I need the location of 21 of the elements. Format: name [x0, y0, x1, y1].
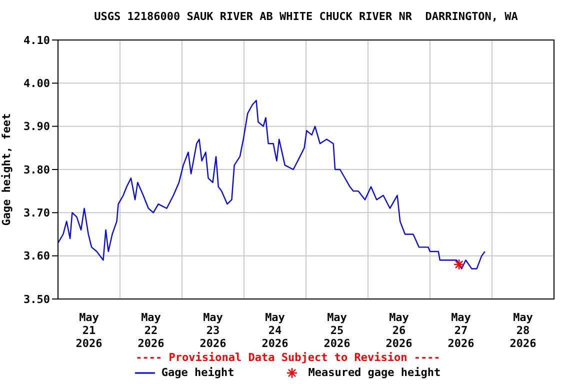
y-tick-label: 3.90 [24, 120, 50, 134]
y-tick-label: 4.00 [24, 77, 50, 90]
x-tick-label: May 24 2026 [262, 311, 289, 350]
y-axis-title: Gage height, feet [0, 113, 13, 226]
chart-title: USGS 12186000 SAUK RIVER AB WHITE CHUCK RIVER NR DARRINGTON, WA [93, 10, 519, 23]
text: ---- Provisional Data Subject to Revision ---- [134, 351, 442, 364]
x-tick-label: May 26 2026 [386, 311, 413, 350]
y-tick-label: 4.10 [24, 34, 50, 47]
y-tick-label: 3.80 [24, 163, 50, 176]
x-tick-label: May 27 2026 [448, 311, 475, 350]
x-tick-label: May 25 2026 [324, 311, 351, 350]
x-tick-label: May 21 2026 [76, 311, 103, 350]
legend-label: Gage height [161, 366, 234, 379]
line-series [58, 100, 486, 270]
x-tick-label: May 28 2026 [510, 311, 537, 350]
x-tick-label: May 23 2026 [200, 311, 227, 350]
y-tick-label: 3.70 [24, 206, 50, 220]
y-tick-label: 3.50 [24, 292, 50, 306]
x-tick-label: May 22 2026 [138, 311, 165, 350]
legend-label: Measured gage height [308, 366, 441, 379]
y-tick-label: 3.60 [24, 250, 50, 263]
